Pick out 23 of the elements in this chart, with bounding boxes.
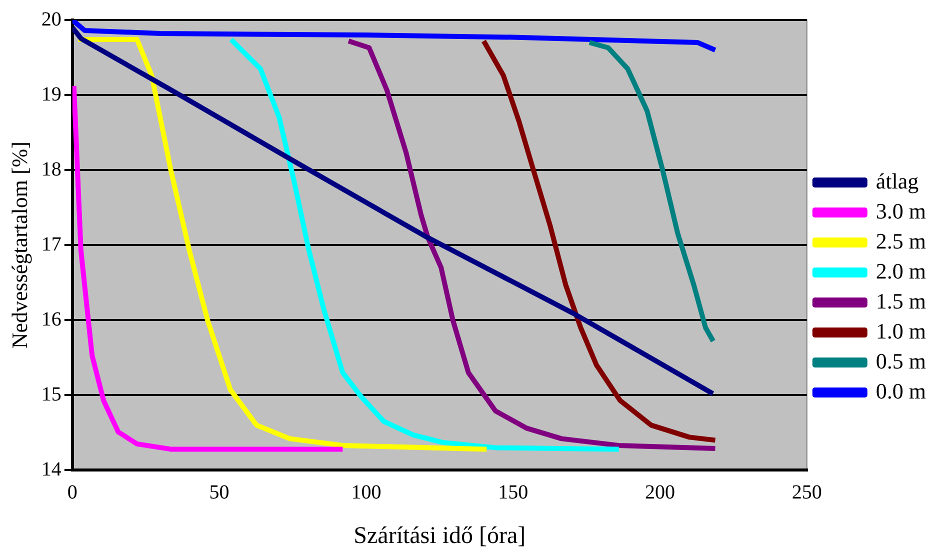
legend-label: 0.5 m [876, 348, 926, 374]
legend-label: 1.0 m [876, 318, 926, 344]
legend-label: 2.0 m [876, 258, 926, 284]
y-tick-label: 14 [41, 458, 62, 480]
y-tick-label: 17 [41, 233, 62, 256]
y-tick-label: 16 [41, 308, 62, 330]
x-tick-label: 150 [498, 481, 528, 504]
legend-label: 2.5 m [876, 228, 926, 254]
y-tick-label: 18 [41, 158, 62, 180]
x-tick-label: 50 [209, 481, 230, 504]
y-axis-title: Nedvességtartalom [%] [6, 142, 32, 349]
legend-label: átlag [876, 168, 919, 194]
y-tick-label: 20 [41, 8, 62, 30]
y-tick-label: 15 [41, 383, 62, 406]
legend-label: 1.5 m [876, 288, 926, 314]
y-tick-label: 19 [41, 83, 62, 106]
x-tick-label: 0 [67, 481, 78, 504]
x-tick-label: 100 [351, 481, 382, 504]
x-tick-label: 250 [792, 481, 822, 504]
legend-label: 0.0 m [876, 378, 926, 404]
legend-label: 3.0 m [876, 198, 926, 224]
x-axis-title: Szárítási idő [óra] [354, 522, 526, 549]
x-tick-label: 200 [644, 481, 675, 504]
